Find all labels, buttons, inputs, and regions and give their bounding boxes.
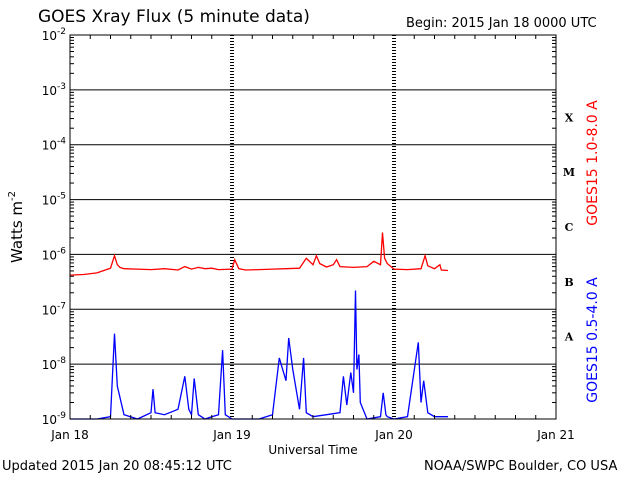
flare-class-label: C: [565, 221, 574, 234]
updated-timestamp: Updated 2015 Jan 20 08:45:12 UTC: [2, 459, 232, 474]
y-tick-label: 10-3: [42, 82, 66, 98]
x-tick-label: Jan 21: [536, 428, 575, 442]
series-line-long: [69, 232, 449, 276]
flare-class-label: X: [565, 111, 574, 124]
x-axis-label: Universal Time: [268, 443, 357, 457]
y-tick-label: 10-8: [42, 356, 67, 372]
legend-series-long: GOES15 1.0-8.0 A: [585, 100, 601, 226]
flare-class-label: M: [563, 166, 575, 179]
flare-class-label: A: [564, 331, 574, 344]
legend-series-short: GOES15 0.5-4.0 A: [585, 277, 601, 403]
y-tick-label: 10-4: [42, 137, 67, 153]
y-tick-label: 10-6: [42, 246, 67, 262]
chart-title: GOES Xray Flux (5 minute data): [38, 7, 310, 27]
y-tick-label: 10-9: [42, 411, 67, 427]
y-tick-label: 10-2: [42, 27, 66, 43]
y-tick-label: 10-7: [42, 301, 66, 317]
axes-group: [69, 34, 557, 420]
credit-label: NOAA/SWPC Boulder, CO USA: [424, 459, 618, 474]
x-tick-label: Jan 18: [50, 428, 89, 442]
x-tick-label: Jan 19: [212, 428, 251, 442]
series-line-short: [70, 290, 448, 420]
y-tick-label: 10-5: [42, 192, 66, 208]
plot-frame: [69, 34, 557, 420]
grid-lines: [70, 34, 556, 420]
series-group: [69, 232, 449, 420]
flare-class-label: B: [564, 276, 573, 289]
begin-date-label: Begin: 2015 Jan 18 0000 UTC: [406, 16, 597, 31]
x-tick-label: Jan 20: [374, 428, 413, 442]
y-axis-label: Watts m-2: [7, 191, 26, 263]
